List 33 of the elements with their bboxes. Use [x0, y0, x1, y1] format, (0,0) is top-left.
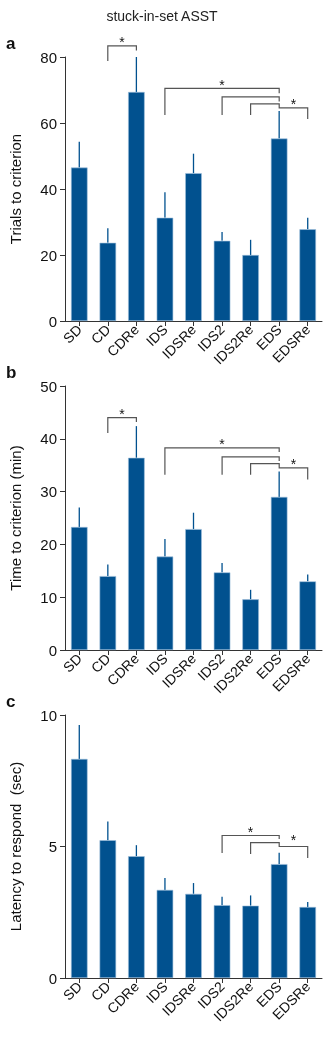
annotation: *	[219, 435, 226, 452]
y-tick-label: 80	[40, 48, 57, 66]
text: a	[6, 34, 16, 53]
y-tick-label: 60	[40, 114, 57, 132]
text: *	[119, 34, 126, 51]
y-tick-label: 0	[48, 969, 57, 987]
annotation: *	[290, 831, 297, 848]
y-tick-label: 0	[48, 641, 57, 659]
y-axis-title: Time to criterion (min)	[7, 445, 24, 591]
annotation: *	[247, 824, 254, 841]
y-axis-title: Latency to respond (sec)	[7, 761, 24, 932]
y-axis-title: Trials to criterion	[7, 133, 24, 245]
y-tick-label: 10	[40, 706, 57, 724]
y-tick-label: 20	[40, 246, 57, 264]
annotation: *	[290, 455, 297, 472]
y-tick-label: 5	[48, 838, 57, 855]
annotation: *	[290, 96, 297, 113]
y-tick-label: 40	[40, 430, 57, 448]
y-tick-label: 30	[40, 483, 57, 501]
y-tick-label: 0	[48, 312, 57, 330]
y-tick-label: 40	[40, 180, 57, 198]
y-tick-label: 20	[40, 535, 57, 553]
annotation: *	[119, 405, 126, 422]
x-tick-label: SD	[59, 650, 85, 676]
chart-title: stuck-in-set ASST	[106, 8, 219, 24]
y-tick-label: 50	[40, 377, 57, 395]
text: b	[6, 363, 17, 382]
annotation: *	[219, 76, 226, 93]
x-tick-label: SD	[59, 978, 85, 1004]
x-tick-label: SD	[59, 321, 85, 347]
y-tick-label: 10	[40, 588, 57, 606]
bar	[299, 906, 316, 978]
text: c	[6, 692, 16, 711]
